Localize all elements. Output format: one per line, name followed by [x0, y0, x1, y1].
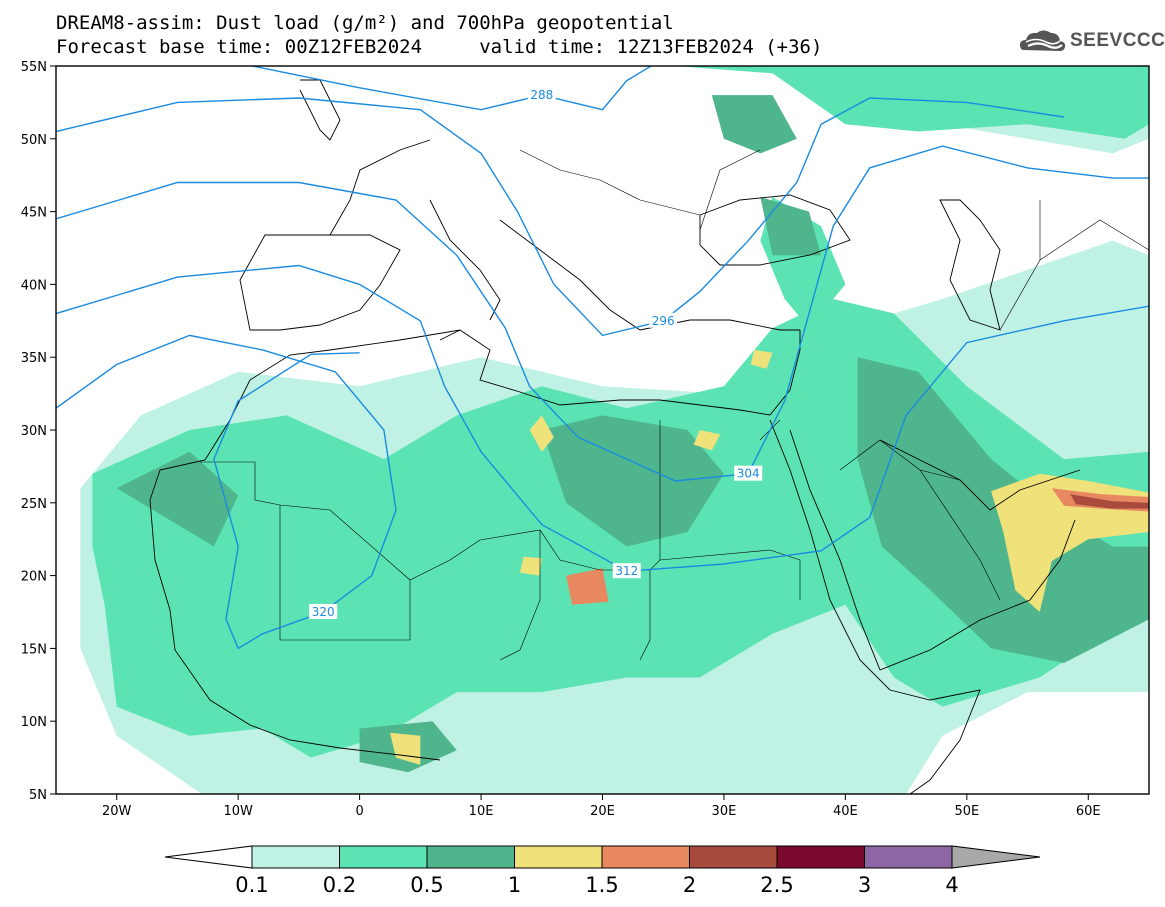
colorbar-label: 2.5 [760, 873, 793, 897]
contour-label-296: 296 [652, 314, 675, 328]
chart-title-line-1: DREAM8-assim: Dust load (g/m²) and 700hP… [56, 12, 674, 34]
coast-caspian [939, 199, 1001, 331]
lat-tick-label: 25N [21, 497, 47, 512]
lat-tick-label: 55N [21, 60, 47, 75]
contour-label-312: 312 [615, 564, 638, 578]
lon-tick-label: 40E [833, 804, 858, 819]
lat-tick-label: 30N [21, 424, 47, 439]
lon-tick-label: 10W [223, 804, 253, 819]
chart-title-line-2: Forecast base time: 00Z12FEB2024 valid t… [56, 36, 823, 58]
coast-red-sea-west [769, 419, 891, 691]
lat-tick-label: 45N [21, 206, 47, 221]
colorbar-label: 1.5 [585, 873, 618, 897]
colorbar-swatch [426, 845, 515, 869]
lat-tick-label: 50N [21, 133, 47, 148]
logo-text: SEEVCCC [1070, 30, 1165, 51]
contour-288 [248, 66, 653, 111]
dust-area-level-4 [519, 556, 542, 576]
contour-296 [56, 97, 1065, 337]
contour-label-320: 320 [312, 605, 335, 619]
coast-arabia-south [879, 519, 1076, 671]
colorbar-swatch [776, 845, 865, 869]
colorbar: 0.1 0.2 0.5 1 1.5 2 2.5 3 4 [164, 845, 1041, 897]
colorbar-label: 0.1 [235, 873, 268, 897]
dust-area-level-3 [116, 451, 239, 547]
coast-red-sea-east [789, 429, 881, 671]
dust-area-level-3 [711, 95, 797, 154]
colorbar-label: 2 [683, 873, 696, 897]
colorbar-under-arrow [164, 845, 253, 869]
lat-tick-label: 5N [29, 788, 47, 803]
dust-area-level-4 [750, 349, 773, 369]
dust-area-level-5 [566, 568, 609, 605]
colorbar-swatch [251, 845, 340, 869]
lat-tick-label: 20N [21, 570, 47, 585]
lon-tick-label: 60E [1076, 804, 1101, 819]
dust-area-level-2 [675, 66, 1149, 139]
coast-france-uk [299, 79, 431, 236]
coast-turkey-south [690, 319, 800, 331]
axis-ticks: 20W 10W 0 10E 20E 30E 40E 50E 60E 55N 50N 45N 40N 35N… [21, 60, 1101, 819]
lon-tick-label: 20W [102, 804, 132, 819]
geopotential-contours: 288 296 304 312 320 [56, 66, 1149, 650]
colorbar-swatch [601, 845, 690, 869]
coast-iberia [239, 234, 401, 331]
contour-label-288: 288 [530, 88, 553, 102]
contour-label-bg [309, 604, 338, 619]
lat-tick-label: 35N [21, 351, 47, 366]
colorbar-swatch [864, 845, 953, 869]
coast-west-africa [149, 379, 441, 761]
lon-tick-label: 20E [590, 804, 615, 819]
dust-area-level-3 [541, 415, 724, 547]
coastlines-and-borders [149, 79, 1149, 794]
lat-tick-label: 10N [21, 715, 47, 730]
country-borders [200, 149, 1149, 661]
lon-tick-label: 30E [712, 804, 737, 819]
seevccc-logo-icon [1020, 30, 1066, 51]
contour-304 [56, 145, 1149, 482]
colorbar-label: 0.5 [410, 873, 443, 897]
colorbar-over-arrow [951, 845, 1041, 869]
coast-black-sea [699, 194, 851, 266]
lat-tick-label: 15N [21, 642, 47, 657]
dust-area-level-4 [693, 430, 721, 451]
colorbar-swatch [689, 845, 778, 869]
contour-312 [56, 264, 1149, 572]
coast-horn-africa [889, 689, 981, 794]
colorbar-label: 0.2 [323, 873, 356, 897]
colorbar-swatch [514, 845, 603, 869]
colorbar-label: 3 [858, 873, 871, 897]
colorbar-label: 4 [945, 873, 958, 897]
coast-balkans-greece [499, 219, 691, 331]
contour-label-bg [612, 563, 641, 579]
lon-tick-label: 50E [954, 804, 979, 819]
dust-area-level-6 [1070, 494, 1149, 509]
lon-tick-label: 10E [469, 804, 494, 819]
lon-tick-label: 0 [355, 804, 363, 819]
coast-north-africa [249, 329, 741, 411]
contour-label-bg [734, 465, 763, 481]
dust-load-field [80, 66, 1149, 794]
contour-label-bg [649, 312, 678, 328]
contour-label-304: 304 [737, 467, 760, 481]
lat-tick-label: 40N [21, 278, 47, 293]
coast-italy [429, 199, 501, 341]
coast-persian-gulf [879, 439, 1081, 511]
colorbar-swatch [339, 845, 428, 869]
dust-area-level-4 [529, 415, 554, 452]
contour-label-bg [527, 87, 556, 103]
dust-area-level-3 [760, 197, 822, 256]
colorbar-label: 1 [508, 873, 521, 897]
